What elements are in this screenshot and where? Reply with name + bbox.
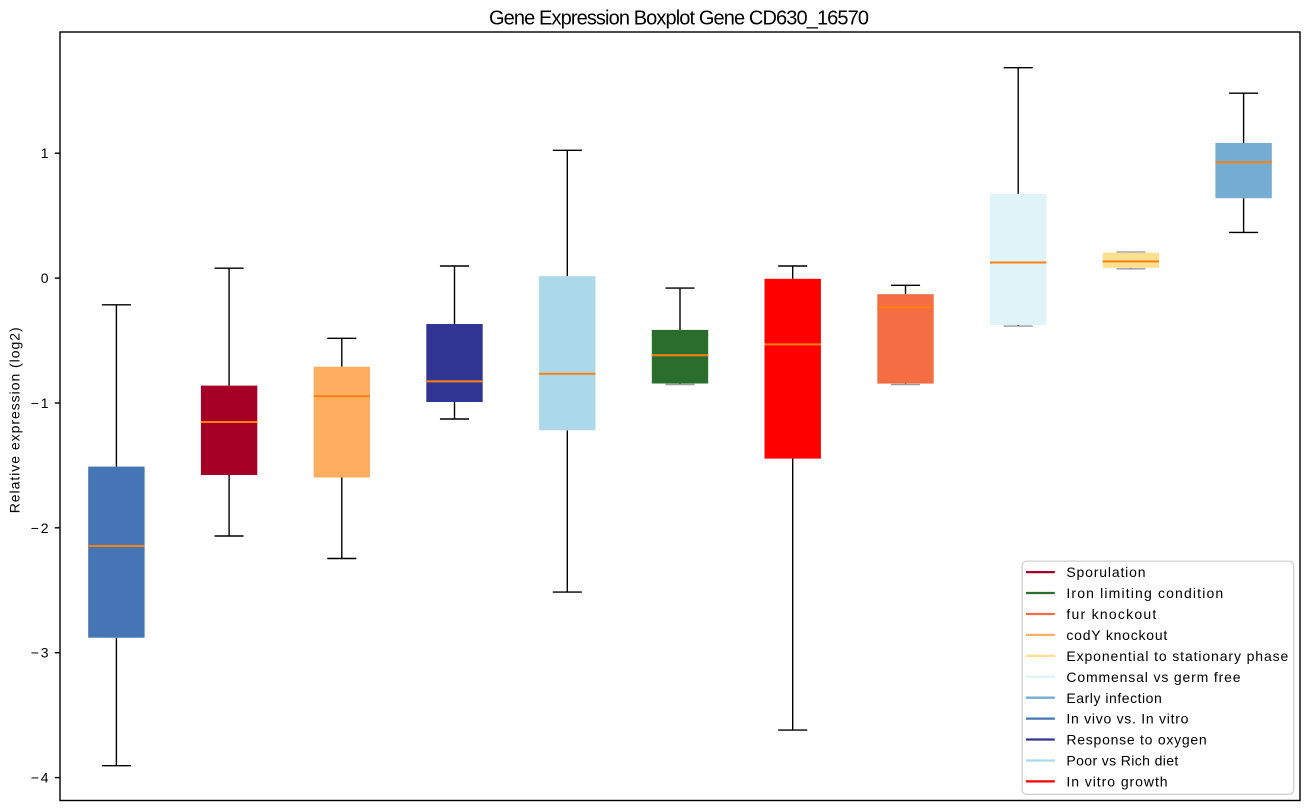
- svg-text:Sporulation: Sporulation: [1066, 564, 1145, 580]
- svg-text:1: 1: [41, 145, 49, 161]
- svg-text:Gene Expression Boxplot Gene C: Gene Expression Boxplot Gene CD630_16570: [489, 7, 869, 29]
- svg-text:Poor vs Rich diet: Poor vs Rich diet: [1066, 753, 1178, 769]
- svg-text:In vivo vs. In vitro: In vivo vs. In vitro: [1066, 711, 1188, 727]
- svg-text:Iron limiting condition: Iron limiting condition: [1066, 585, 1223, 601]
- svg-text:Exponential to stationary phas: Exponential to stationary phase: [1066, 648, 1288, 664]
- svg-text:Response to oxygen: Response to oxygen: [1066, 732, 1206, 748]
- svg-text:Early infection: Early infection: [1066, 690, 1161, 706]
- svg-text:In vitro growth: In vitro growth: [1066, 774, 1167, 790]
- svg-text:codY knockout: codY knockout: [1066, 627, 1167, 643]
- svg-text:0: 0: [41, 270, 49, 286]
- svg-text:fur knockout: fur knockout: [1066, 606, 1156, 622]
- svg-text:Relative expression (log2): Relative expression (log2): [7, 327, 23, 513]
- svg-text:Commensal vs germ free: Commensal vs germ free: [1066, 669, 1240, 685]
